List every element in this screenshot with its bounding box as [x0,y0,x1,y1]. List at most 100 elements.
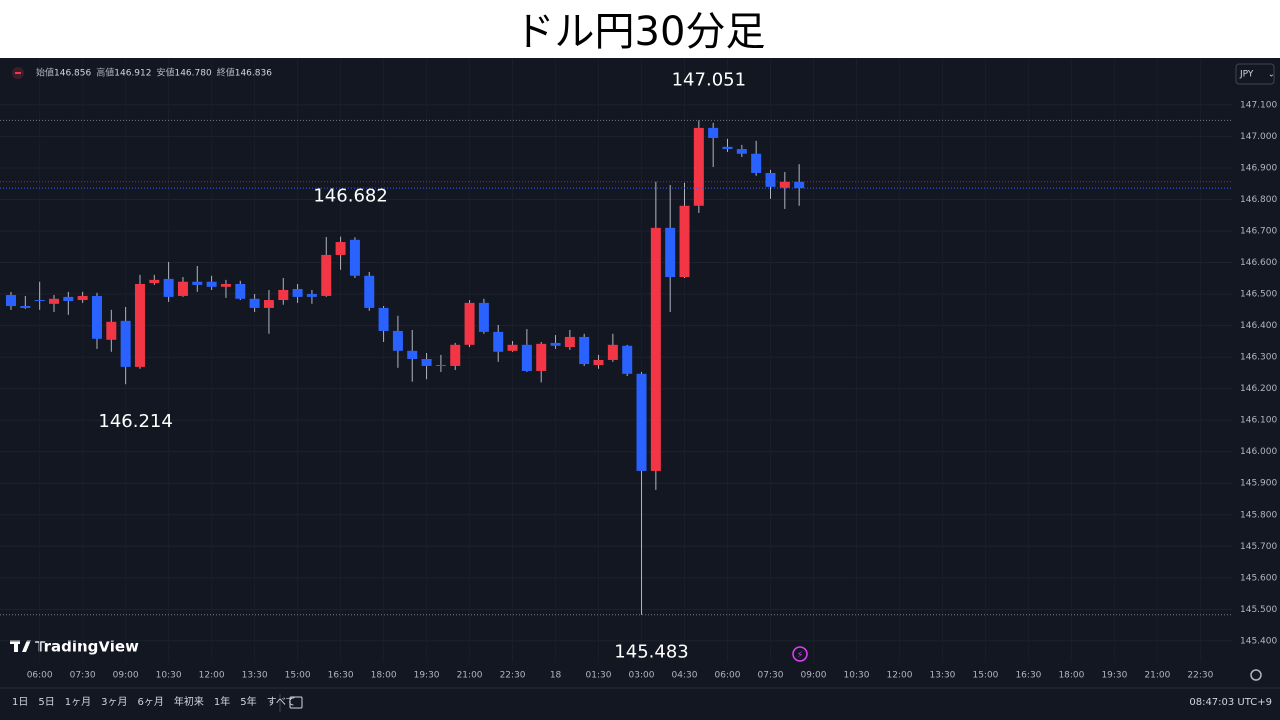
candle-body [206,281,217,287]
range-button[interactable]: すべて [267,696,296,708]
candle-body [550,342,561,346]
candle-body [464,302,475,345]
x-tick-label: 19:30 [1101,671,1127,681]
ohlc-label: 終値 [217,67,235,79]
candle-body [536,343,547,371]
ohlc-value: 146.780 [174,69,211,79]
lightning-glyph: ⚡ [797,651,803,661]
x-tick-label: 18 [550,671,562,681]
candle-body [478,302,489,332]
candle-body [679,205,690,278]
candle-body [249,298,260,308]
candle-body [521,344,532,371]
candle-body [306,294,317,297]
candle-body [335,242,346,255]
title-band [0,0,1280,58]
logo-part [22,640,31,652]
candle-body [751,153,762,173]
candle-body [693,127,704,206]
x-tick-label: 09:00 [113,671,139,681]
y-tick-label: 146.200 [1240,384,1277,394]
tv-logo [10,640,31,652]
calendar-icon[interactable] [289,696,303,709]
watermark: TradingView [35,638,139,656]
candle-body [665,227,676,278]
candle-body [263,300,274,308]
clock: 08:47:03 UTC+9 [1189,697,1272,708]
x-tick-label: 10:30 [156,671,182,681]
lightning-icon[interactable] [792,646,808,662]
currency-button[interactable] [1235,63,1275,85]
range-button[interactable]: 3ヶ月 [101,696,127,708]
range-button[interactable]: 1日 [12,697,28,708]
x-tick-label: 21:00 [1144,671,1170,681]
x-tick-label: 07:30 [70,671,96,681]
y-tick-label: 146.000 [1240,447,1277,457]
range-button[interactable]: 1ヶ月 [65,696,91,708]
x-tick-label: 21:00 [457,671,483,681]
x-tick-label: 01:30 [586,671,612,681]
candle-body [63,296,74,301]
currency-label: JPY [1239,70,1254,80]
x-tick-label: 15:00 [285,671,311,681]
candle-body [736,149,747,154]
symbol-icon-mark [15,72,21,74]
range-button[interactable]: 年初来 [174,695,204,708]
candle-body [177,281,188,296]
y-tick-label: 145.800 [1240,510,1277,520]
x-tick-label: 03:00 [629,671,655,681]
y-tick-label: 145.900 [1240,479,1277,489]
candle-body [34,300,45,302]
y-tick-label: 146.700 [1240,226,1277,236]
candle-body [120,320,131,367]
candle-body [593,359,604,365]
candle-body [163,278,174,297]
y-tick-label: 146.900 [1240,163,1277,173]
range-button[interactable]: 1年 [214,695,230,708]
ohlc-value: 146.912 [114,69,151,79]
candle-body [493,331,504,352]
ohlc-value: 146.856 [54,69,91,79]
title: ドル円30分足 [515,9,766,55]
candle-body [607,344,618,360]
y-tick-label: 146.300 [1240,353,1277,363]
x-tick-label: 18:00 [1058,671,1084,681]
x-tick-label: 04:30 [672,671,698,681]
candle-body [507,344,518,351]
y-tick-label: 145.700 [1240,542,1277,552]
price-annotation: 146.214 [98,411,172,432]
y-tick-label: 147.100 [1240,100,1277,110]
y-tick-label: 145.400 [1240,636,1277,646]
settings-icon[interactable] [1250,669,1262,681]
y-tick-label: 146.500 [1240,290,1277,300]
x-tick-label: 22:30 [500,671,526,681]
candle-body [794,181,805,189]
x-tick-label: 16:30 [328,671,354,681]
candle-body [106,321,117,340]
candle-body [48,298,59,304]
x-tick-label: 13:30 [929,671,955,681]
x-tick-label: 09:00 [801,671,827,681]
x-tick-label: 22:30 [1187,671,1213,681]
ohlc-label: 高値 [96,67,114,79]
candle-body [564,336,575,348]
candle-body [235,283,246,299]
candle-body [220,283,231,287]
range-button[interactable]: 5年 [240,695,256,708]
candle-body [20,306,31,308]
x-tick-label: 15:00 [972,671,998,681]
price-annotation: 145.483 [614,642,688,663]
ohlc-value: 146.836 [235,69,272,79]
candle-body [636,373,647,471]
candle-body [77,295,88,301]
ohlc-label: 安値 [156,67,174,79]
candle-body [91,295,102,339]
x-tick-label: 07:30 [758,671,784,681]
candle-body [765,172,776,187]
y-tick-label: 146.600 [1240,258,1277,268]
candle-body [378,307,389,331]
range-button[interactable]: 6ヶ月 [138,696,164,708]
range-button[interactable]: 5日 [38,697,54,708]
candle-body [192,281,203,285]
